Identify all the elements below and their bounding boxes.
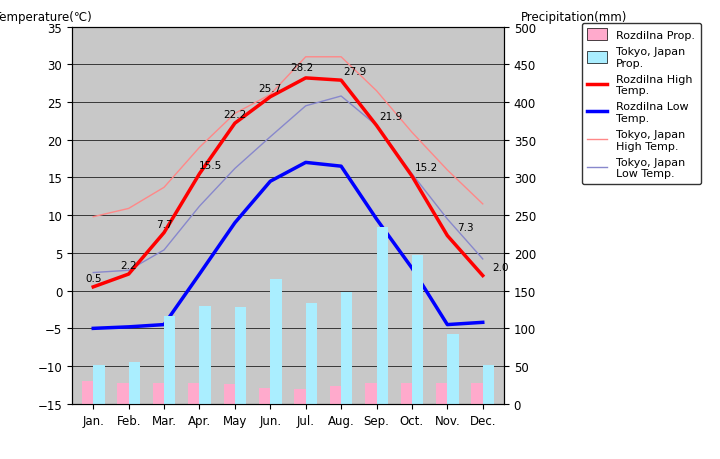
Rozdilna Low
Temp. (160, 322, 168, 328)
Rozdilna Low
Temp. (266, 179, 274, 185)
Rozdilna Low
Temp. (125, 325, 133, 330)
Rozdilna High
Temp. (443, 233, 451, 239)
Bar (235, 308, 246, 404)
Tokyo, Japan
High Temp. (195, 145, 204, 151)
Line: Rozdilna High
Temp.: Rozdilna High Temp. (94, 79, 482, 287)
Bar (447, 334, 459, 404)
Bar (153, 383, 164, 404)
Text: Temperature(℃): Temperature(℃) (0, 11, 92, 24)
Rozdilna Low
Temp. (302, 160, 310, 166)
Line: Rozdilna Low
Temp.: Rozdilna Low Temp. (94, 163, 482, 329)
Bar (330, 386, 341, 404)
Tokyo, Japan
Low Temp. (230, 166, 239, 172)
Rozdilna Low
Temp. (230, 220, 239, 226)
Bar (82, 381, 94, 404)
Text: 7.7: 7.7 (156, 219, 172, 229)
Tokyo, Japan
Low Temp. (408, 172, 416, 177)
Tokyo, Japan
Low Temp. (266, 134, 274, 140)
Tokyo, Japan
Low Temp. (89, 270, 98, 276)
Text: 25.7: 25.7 (258, 84, 282, 94)
Tokyo, Japan
High Temp. (408, 130, 416, 136)
Text: 21.9: 21.9 (379, 112, 402, 122)
Text: 27.9: 27.9 (343, 67, 367, 77)
Tokyo, Japan
High Temp. (160, 185, 168, 190)
Tokyo, Japan
High Temp. (89, 214, 98, 220)
Tokyo, Japan
High Temp. (302, 55, 310, 61)
Rozdilna Low
Temp. (195, 272, 204, 277)
Tokyo, Japan
Low Temp. (372, 123, 381, 129)
Bar (306, 303, 317, 404)
Tokyo, Japan
Low Temp. (160, 247, 168, 253)
Text: 2.2: 2.2 (120, 260, 137, 270)
Bar (164, 316, 176, 404)
Tokyo, Japan
Low Temp. (302, 104, 310, 109)
Rozdilna High
Temp. (230, 121, 239, 127)
Tokyo, Japan
High Temp. (478, 202, 487, 207)
Bar (294, 389, 306, 404)
Tokyo, Japan
High Temp. (337, 55, 346, 61)
Line: Tokyo, Japan
High Temp.: Tokyo, Japan High Temp. (94, 58, 482, 217)
Rozdilna High
Temp. (372, 123, 381, 129)
Tokyo, Japan
Low Temp. (195, 204, 204, 209)
Text: 15.2: 15.2 (415, 162, 438, 173)
Text: 15.5: 15.5 (199, 160, 222, 170)
Rozdilna High
Temp. (89, 285, 98, 290)
Bar (482, 365, 494, 404)
Bar (129, 362, 140, 404)
Rozdilna High
Temp. (337, 78, 346, 84)
Bar (436, 384, 447, 404)
Bar (365, 384, 377, 404)
Bar (188, 384, 199, 404)
Bar (400, 383, 412, 404)
Text: 7.3: 7.3 (456, 222, 473, 232)
Bar (199, 306, 211, 404)
Bar (377, 228, 388, 404)
Rozdilna High
Temp. (478, 273, 487, 279)
Tokyo, Japan
High Temp. (372, 89, 381, 94)
Bar (259, 388, 270, 404)
Rozdilna High
Temp. (408, 174, 416, 179)
Tokyo, Japan
High Temp. (443, 168, 451, 174)
Tokyo, Japan
Low Temp. (125, 268, 133, 274)
Rozdilna High
Temp. (302, 76, 310, 82)
Rozdilna Low
Temp. (372, 217, 381, 222)
Rozdilna Low
Temp. (443, 322, 451, 328)
Tokyo, Japan
Low Temp. (443, 217, 451, 222)
Bar (412, 256, 423, 404)
Rozdilna High
Temp. (266, 95, 274, 101)
Tokyo, Japan
Low Temp. (478, 257, 487, 262)
Bar (117, 383, 129, 404)
Text: 2.0: 2.0 (492, 262, 509, 272)
Tokyo, Japan
Low Temp. (337, 94, 346, 100)
Line: Tokyo, Japan
Low Temp.: Tokyo, Japan Low Temp. (94, 97, 482, 273)
Tokyo, Japan
High Temp. (125, 206, 133, 212)
Bar (341, 292, 353, 404)
Rozdilna Low
Temp. (89, 326, 98, 331)
Rozdilna High
Temp. (160, 230, 168, 236)
Text: 28.2: 28.2 (291, 63, 314, 73)
Tokyo, Japan
High Temp. (266, 93, 274, 98)
Rozdilna High
Temp. (195, 172, 204, 177)
Rozdilna Low
Temp. (478, 320, 487, 325)
Bar (472, 383, 482, 404)
Text: Precipitation(mm): Precipitation(mm) (521, 11, 628, 24)
Bar (270, 280, 282, 404)
Tokyo, Japan
High Temp. (230, 112, 239, 117)
Rozdilna High
Temp. (125, 272, 133, 277)
Text: 0.5: 0.5 (85, 273, 102, 283)
Bar (223, 384, 235, 404)
Rozdilna Low
Temp. (337, 164, 346, 169)
Legend: Rozdilna Prop., Tokyo, Japan
Prop., Rozdilna High
Temp., Rozdilna Low
Temp., Tok: Rozdilna Prop., Tokyo, Japan Prop., Rozd… (582, 24, 701, 185)
Text: 22.2: 22.2 (223, 110, 246, 120)
Rozdilna Low
Temp. (408, 266, 416, 271)
Bar (94, 365, 104, 404)
